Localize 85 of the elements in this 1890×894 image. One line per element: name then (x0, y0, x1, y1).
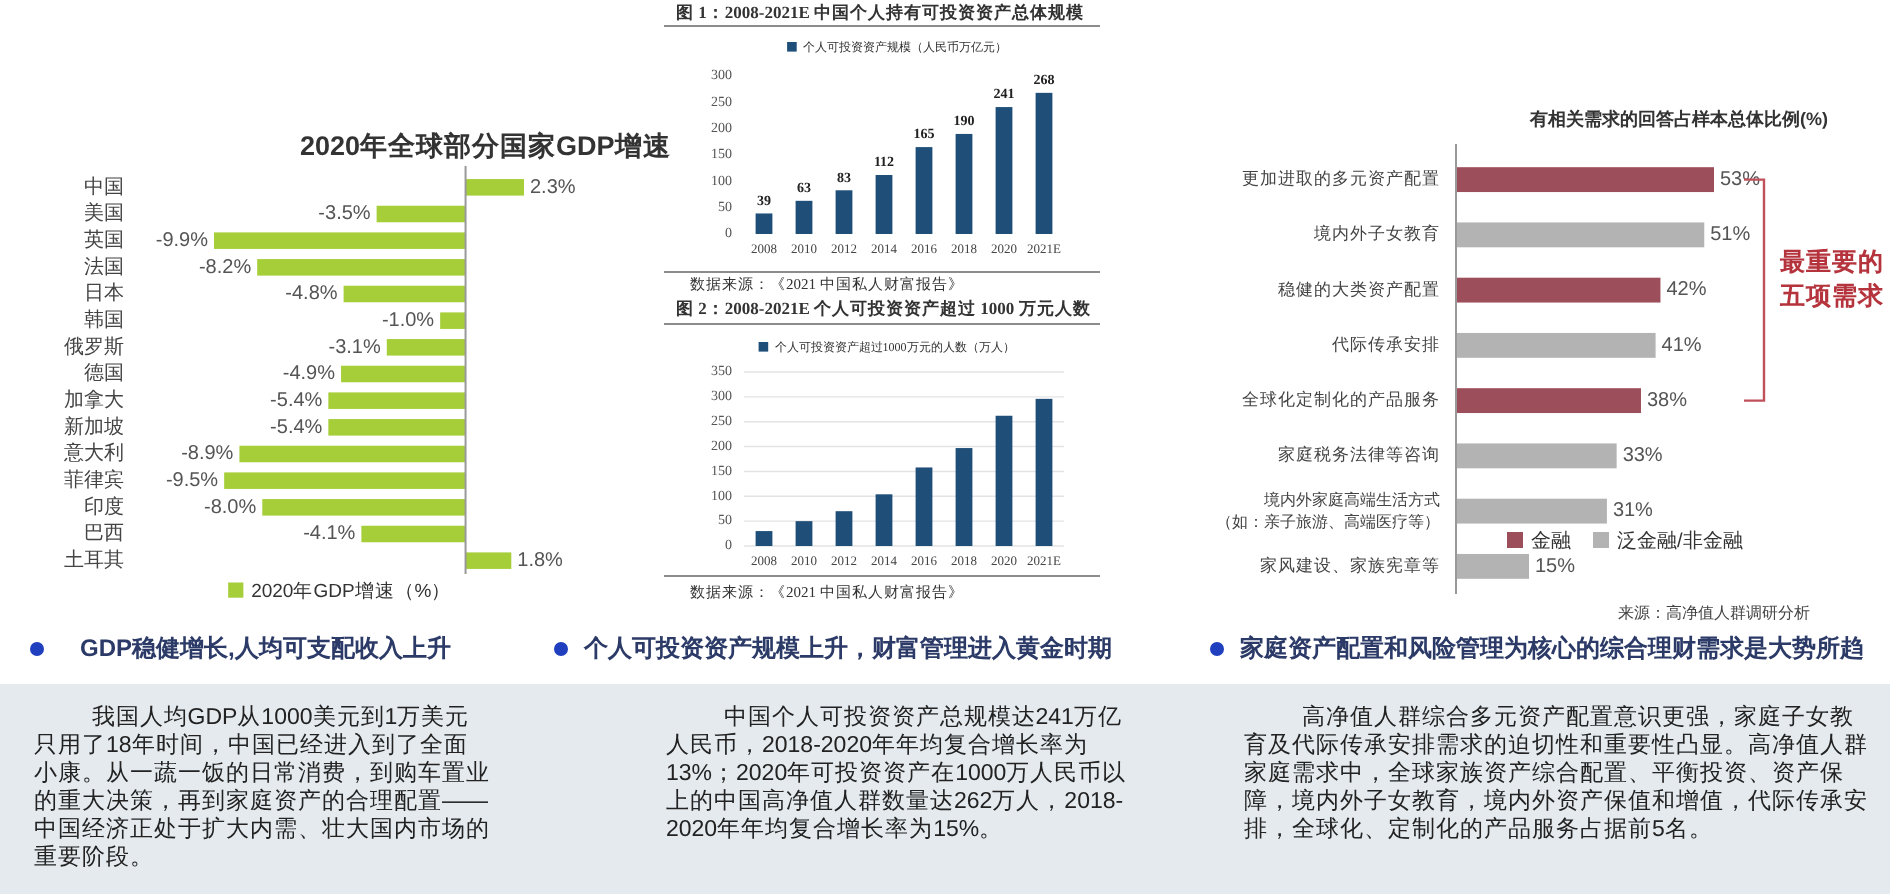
data-label: -1.0% (381, 309, 435, 332)
y-tick-label: 俄罗斯 (64, 334, 124, 359)
bar (1035, 92, 1053, 234)
data-label: -3.5% (318, 203, 371, 226)
y-tick-label: 美国 (84, 201, 124, 226)
bar (915, 467, 933, 546)
chart-title: 图 2：2008-2021E 个人可投资资产超过 1000 万元人数 (676, 297, 1093, 318)
bar (875, 175, 893, 234)
legend-label: 金融 (1531, 529, 1571, 554)
data-label: 51% (1710, 224, 1751, 247)
bar (1456, 167, 1714, 193)
y-tick-label: 新加坡 (64, 414, 124, 439)
data-label: 41% (1661, 334, 1702, 357)
data-label: -9.5% (165, 469, 219, 492)
y-tick-label: 更加进取的多元资产配置 (1242, 168, 1440, 189)
data-label: -3.1% (328, 336, 381, 359)
data-label: -8.2% (198, 256, 252, 279)
data-label: 53% (1720, 168, 1761, 191)
bar (955, 133, 973, 234)
data-label: 1.8% (517, 549, 564, 572)
bar (875, 494, 893, 546)
bar (1456, 553, 1530, 579)
data-label: -5.4% (270, 389, 323, 412)
bar (995, 107, 1013, 234)
bar (835, 190, 853, 234)
text: 个人可投资资产规模上升，财富管理进入黄金时期 (584, 632, 1112, 666)
bar (795, 521, 813, 546)
legend-label: 泛金融/非金融 (1617, 529, 1743, 554)
y-tick-label: 中国 (84, 174, 124, 199)
data-label: -8.0% (204, 496, 257, 519)
data-label: 2.3% (530, 176, 576, 199)
legend-label: 2020年GDP增速（%） (251, 579, 452, 604)
text: 中国个人可投资资产总规模达241万亿人民币，2018-2020年年均复合增长率为13%；2020年可投资资产在1000万人民币以上的中国高净值人群数量达262万人，2018-2020年年均复合增长率为15%。 (666, 704, 1129, 844)
bar (795, 200, 813, 234)
y-tick-label: 家风建设、家族宪章等 (1260, 554, 1440, 575)
bar (915, 147, 933, 234)
y-tick-label: 家庭税务法律等咨询 (1278, 444, 1440, 465)
y-tick-label: 加拿大 (64, 387, 124, 412)
y-tick-label: 全球化定制化的产品服务 (1242, 389, 1440, 410)
y-tick-label: 土耳其 (64, 547, 124, 572)
data-label: -4.9% (282, 363, 336, 386)
text: 我国人均GDP从1000美元到1万美元只用了18年时间，中国已经进入到了全面小康。从一蔬一饭的日常消费，到购车置业的重大决策，再到家庭资产的合理配置——中国经济正处于扩大内需、壮大国内市场的重要阶段。 (34, 704, 490, 872)
bar (955, 448, 973, 546)
bar (995, 415, 1013, 546)
chart-title: 2020年全球部分国家GDP增速 (300, 129, 673, 162)
data-label: -5.4% (270, 416, 323, 439)
bar (1456, 498, 1607, 524)
y-tick-label: 代际传承安排 (1330, 333, 1440, 354)
data-label: -4.8% (285, 283, 338, 306)
data-label: 38% (1646, 389, 1688, 412)
text: 家庭资产配置和风险管理为核心的综合理财需求是大势所趋 (1240, 632, 1864, 666)
y-tick-label: 稳健的大类资产配置 (1278, 278, 1440, 299)
y-tick-label: 韩国 (84, 307, 124, 332)
text: 高净值人群综合多元资产配置意识更强，家庭子女教育及代际传承安排需求的迫切性和重要性凸显。高净值人群家庭需求中，全球家族资产综合配置、平衡投资、资产保障，境内外子女教育，境内外资产保值和增值，代际传承安排，全球化、定制化的产品服务占据前5名。 (1244, 704, 1868, 844)
bar (1456, 388, 1641, 414)
y-tick-label: 英国 (84, 227, 124, 252)
chart-title: 有相关需求的回答占样本总体比例(%) (1528, 108, 1828, 129)
data-label: -8.9% (181, 443, 234, 466)
text: GDP稳健增长,人均可支配收入上升 (80, 632, 451, 666)
y-tick-label: 巴西 (84, 523, 124, 546)
y-tick-label: 境内外子女教育 (1312, 223, 1440, 244)
bar (755, 213, 773, 234)
bar (1456, 277, 1661, 303)
bar (835, 511, 853, 546)
y-tick-label: 意大利 (62, 441, 124, 466)
data-label: -4.1% (303, 523, 356, 546)
y-tick-label: 菲律宾 (64, 467, 124, 492)
y-tick-label: 德国 (84, 363, 124, 386)
data-label: 42% (1666, 279, 1707, 302)
bar (1035, 398, 1053, 546)
source-note: 来源：高净值人群调研分析 (1618, 604, 1810, 623)
y-tick-label: 印度 (84, 494, 124, 519)
bar (1456, 222, 1705, 248)
bar (1456, 332, 1656, 358)
bar (755, 531, 773, 546)
data-label: 33% (1622, 445, 1663, 468)
y-tick-label: 日本 (84, 281, 124, 306)
data-label: 31% (1612, 500, 1654, 523)
bar (1456, 443, 1617, 469)
data-label: 15% (1535, 555, 1576, 578)
data-label: -9.9% (155, 229, 209, 252)
chart-title: 图 1：2008-2021E 中国个人持有可投资资产总体规模 (676, 1, 1086, 22)
y-tick-label: 法国 (84, 254, 124, 279)
y-tick-label: 境内外家庭高端生活方式（如：亲子旅游、高端医疗等） (1216, 491, 1440, 532)
text: 最重要的五项需求 (1780, 246, 1886, 315)
